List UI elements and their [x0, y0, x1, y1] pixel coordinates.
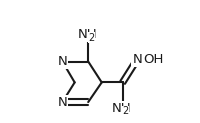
- Text: N: N: [57, 96, 67, 109]
- Text: NH: NH: [112, 102, 131, 115]
- Text: 2: 2: [122, 106, 128, 116]
- Text: N: N: [132, 53, 142, 66]
- Text: NH: NH: [77, 28, 97, 41]
- Text: 2: 2: [88, 32, 94, 43]
- Text: N: N: [57, 55, 67, 68]
- Text: OH: OH: [142, 53, 163, 66]
